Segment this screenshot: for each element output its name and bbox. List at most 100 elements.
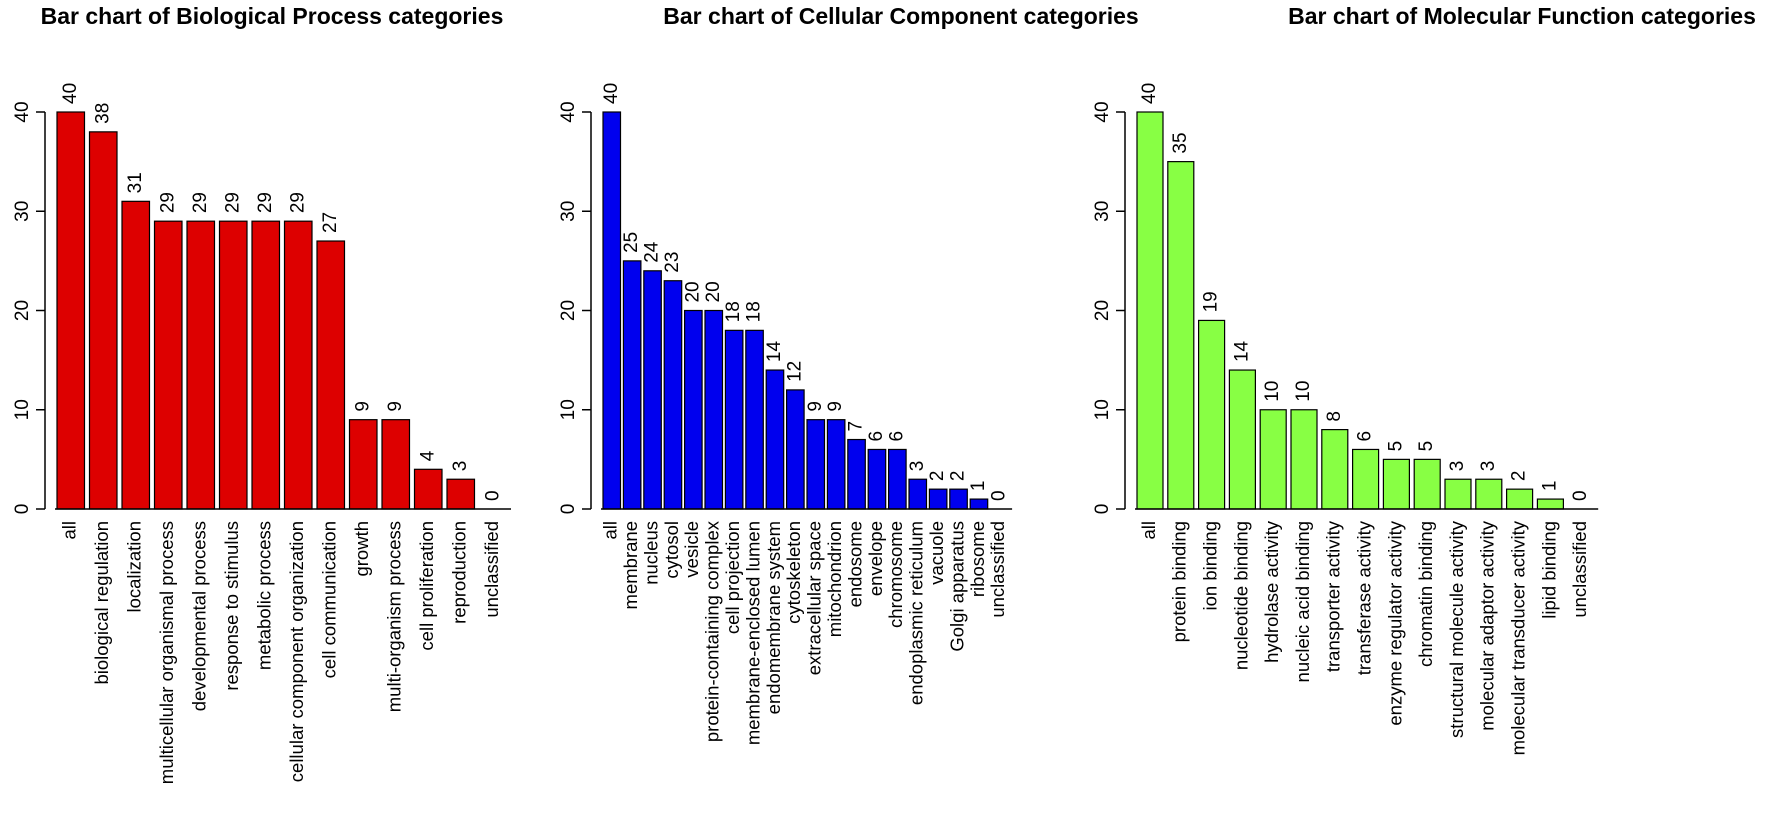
y-tick-label: 10: [12, 399, 33, 420]
value-label: 6: [886, 431, 907, 442]
chart-title: Bar chart of Biological Process categori…: [41, 3, 504, 29]
value-label: 5: [1385, 441, 1406, 452]
y-tick-label: 30: [558, 201, 579, 222]
value-label: 20: [703, 281, 724, 302]
y-tick-label: 40: [1092, 101, 1113, 122]
value-label: 9: [805, 401, 826, 412]
value-label: 3: [907, 461, 928, 472]
category-label: developmental process: [189, 521, 210, 711]
bar: [1290, 409, 1318, 510]
category-label: protein binding: [1169, 521, 1190, 642]
category-label: metabolic process: [254, 521, 275, 670]
bar: [121, 200, 151, 510]
value-label: 29: [190, 192, 211, 213]
bar: [1321, 429, 1349, 510]
value-label: 25: [621, 232, 642, 253]
category-label: cell communication: [319, 521, 340, 678]
value-label: 3: [450, 461, 471, 472]
bar: [1197, 319, 1226, 510]
value-label: 10: [1293, 381, 1314, 402]
category-label: growth: [351, 521, 372, 577]
category-label: structural molecule activity: [1446, 520, 1467, 738]
bar: [251, 220, 281, 510]
bar: [88, 131, 118, 510]
value-label: 1: [1539, 480, 1560, 491]
category-label: mitochondrion: [824, 521, 845, 637]
bar: [826, 419, 846, 510]
value-label: 10: [1262, 381, 1283, 402]
y-tick-label: 0: [558, 504, 579, 515]
category-label: endomembrane system: [763, 521, 784, 714]
category-label: envelope: [865, 521, 886, 596]
category-label: cellular component organization: [286, 521, 307, 782]
y-tick-label: 0: [1092, 504, 1113, 515]
category-label: transferase activity: [1353, 520, 1374, 675]
bar: [186, 220, 216, 510]
value-label: 2: [927, 471, 948, 482]
category-label: multicellular organismal process: [156, 521, 177, 784]
bar: [1413, 458, 1441, 510]
category-label: molecular transducer activity: [1507, 520, 1528, 755]
value-label: 8: [1324, 411, 1345, 422]
category-label: cytoskeleton: [783, 521, 804, 624]
category-label: cell projection: [722, 521, 743, 634]
category-label: chromosome: [885, 521, 906, 628]
category-label: localization: [124, 521, 145, 613]
bar: [218, 220, 248, 510]
value-label: 7: [846, 421, 867, 432]
category-label: protein-containing complex: [702, 520, 723, 742]
y-tick-label: 10: [558, 399, 579, 420]
bar: [1475, 478, 1503, 510]
bar: [806, 419, 826, 510]
bar: [602, 111, 622, 510]
bar: [1167, 161, 1195, 510]
y-tick-label: 40: [558, 101, 579, 122]
bar: [1444, 478, 1472, 510]
bar: [867, 448, 887, 510]
value-label: 6: [1355, 431, 1376, 442]
value-label: 38: [92, 103, 113, 124]
bar: [1259, 409, 1287, 510]
category-label: nucleotide binding: [1230, 521, 1251, 670]
category-label: vacuole: [926, 521, 947, 585]
value-label: 0: [482, 490, 503, 501]
value-label: 27: [320, 212, 341, 233]
bar: [1351, 448, 1380, 510]
y-tick-label: 20: [558, 300, 579, 321]
chart-panel-1: Bar chart of Biological Process categori…: [12, 3, 511, 784]
value-label: 14: [1231, 340, 1252, 362]
value-label: 29: [255, 192, 276, 213]
category-label: membrane-enclosed lumen: [742, 521, 763, 745]
category-label: nucleus: [640, 521, 661, 585]
category-label: extracellular space: [804, 521, 825, 675]
value-label: 40: [1139, 83, 1160, 104]
category-label: endosome: [844, 521, 865, 607]
chart-panel-3: Bar chart of Molecular Function categori…: [1092, 3, 1756, 755]
category-label: transporter activity: [1323, 520, 1344, 672]
value-label: 2: [1509, 471, 1530, 482]
y-tick-label: 20: [1092, 300, 1113, 321]
value-label: 5: [1416, 441, 1437, 452]
bar: [56, 111, 86, 510]
value-label: 14: [764, 340, 785, 362]
category-label: lipid binding: [1538, 521, 1559, 619]
value-label: 9: [825, 401, 846, 412]
category-label: chromatin binding: [1415, 521, 1436, 667]
y-tick-label: 30: [1092, 201, 1113, 222]
value-label: 9: [385, 401, 406, 412]
value-label: 29: [287, 192, 308, 213]
category-label: endoplasmic reticulum: [906, 521, 927, 705]
bar: [785, 389, 805, 510]
bar: [1536, 498, 1565, 510]
bar: [1228, 369, 1257, 510]
value-label: 31: [125, 172, 146, 193]
bar: [316, 240, 346, 510]
category-label: ion binding: [1199, 521, 1220, 611]
value-label: 0: [988, 490, 1009, 501]
value-label: 6: [866, 431, 887, 442]
category-label: response to stimulus: [221, 521, 242, 691]
category-label: all: [600, 521, 621, 540]
bar: [1136, 111, 1164, 510]
bar: [1505, 488, 1534, 510]
